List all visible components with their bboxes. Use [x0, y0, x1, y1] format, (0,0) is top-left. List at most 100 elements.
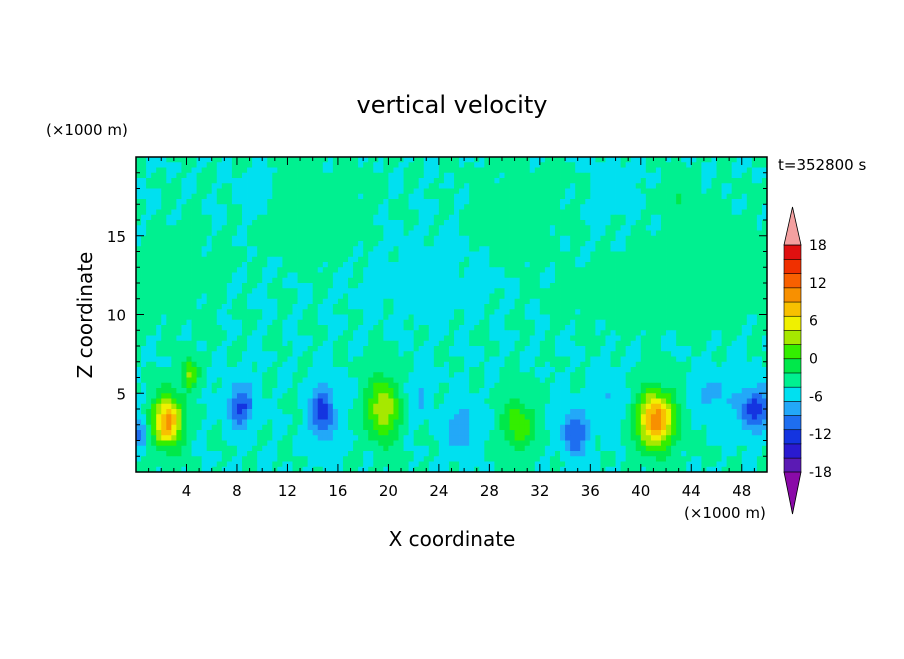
- heatmap-cell: [231, 304, 238, 310]
- heatmap-cell: [666, 330, 672, 336]
- heatmap-cell: [322, 298, 329, 305]
- heatmap-cell: [171, 335, 177, 342]
- heatmap-cell: [378, 267, 384, 273]
- heatmap-cell: [206, 356, 213, 363]
- heatmap-cell: [282, 178, 288, 184]
- heatmap-cell: [676, 235, 682, 242]
- heatmap-cell: [423, 293, 430, 300]
- heatmap-cell: [635, 204, 642, 210]
- heatmap-cell: [428, 178, 435, 184]
- heatmap-cell: [691, 272, 697, 279]
- heatmap-cell: [302, 199, 309, 205]
- heatmap-cell: [302, 319, 309, 326]
- heatmap-cell: [681, 351, 687, 357]
- heatmap-cell: [741, 351, 748, 357]
- heatmap-cell: [438, 309, 445, 315]
- heatmap-cell: [731, 157, 738, 163]
- heatmap-cell: [590, 319, 596, 326]
- heatmap-cell: [489, 293, 495, 300]
- heatmap-cell: [186, 188, 192, 195]
- heatmap-cell: [696, 298, 702, 305]
- heatmap-cell: [171, 272, 177, 279]
- heatmap-cell: [645, 167, 652, 174]
- heatmap-cell: [252, 335, 258, 342]
- heatmap-cell: [696, 356, 702, 363]
- heatmap-cell: [549, 188, 556, 195]
- heatmap-cell: [272, 356, 278, 363]
- heatmap-cell: [418, 351, 425, 357]
- heatmap-cell: [206, 330, 213, 336]
- heatmap-cell: [368, 220, 374, 226]
- heatmap-cell: [630, 288, 637, 294]
- heatmap-cell: [721, 178, 728, 184]
- heatmap-cell: [469, 325, 475, 331]
- heatmap-cell: [605, 241, 611, 247]
- heatmap-cell: [529, 225, 536, 231]
- heatmap-cell: [252, 293, 258, 300]
- heatmap-cell: [585, 230, 591, 237]
- heatmap-cell: [166, 262, 172, 268]
- heatmap-cell: [534, 298, 541, 305]
- heatmap-cell: [494, 251, 500, 258]
- heatmap-cell: [428, 288, 435, 294]
- heatmap-cell: [236, 325, 243, 331]
- heatmap-cell: [701, 220, 707, 226]
- heatmap-cell: [257, 325, 263, 331]
- heatmap-cell: [378, 225, 384, 231]
- heatmap-cell: [393, 256, 399, 263]
- heatmap-cell: [731, 262, 738, 268]
- heatmap-cell: [625, 288, 632, 294]
- heatmap-cell: [277, 277, 283, 284]
- heatmap-cell: [292, 262, 298, 268]
- heatmap-cell: [186, 209, 192, 216]
- heatmap-cell: [751, 241, 758, 247]
- heatmap-cell: [595, 199, 601, 205]
- heatmap-cell: [484, 351, 490, 357]
- heatmap-cell: [756, 309, 763, 315]
- heatmap-cell: [560, 199, 566, 205]
- heatmap-cell: [580, 251, 586, 258]
- heatmap-cell: [191, 162, 197, 168]
- heatmap-cell: [348, 204, 354, 210]
- heatmap-cell: [348, 209, 354, 216]
- heatmap-cell: [716, 157, 722, 163]
- heatmap-cell: [383, 304, 389, 310]
- heatmap-cell: [726, 241, 733, 247]
- heatmap-cell: [721, 209, 728, 216]
- heatmap-cell: [544, 209, 551, 216]
- heatmap-cell: [226, 293, 233, 300]
- heatmap-cell: [539, 178, 546, 184]
- heatmap-cell: [751, 293, 758, 300]
- heatmap-cell: [701, 277, 707, 284]
- heatmap-cell: [353, 335, 359, 342]
- heatmap-cell: [524, 188, 531, 195]
- heatmap-cell: [741, 235, 748, 242]
- heatmap-cell: [151, 246, 157, 252]
- heatmap-cell: [206, 256, 213, 263]
- heatmap-cell: [464, 235, 470, 242]
- heatmap-cell: [388, 325, 394, 331]
- heatmap-cell: [509, 183, 515, 189]
- heatmap-cell: [519, 298, 526, 305]
- heatmap-cell: [464, 230, 470, 237]
- heatmap-cell: [226, 351, 233, 357]
- heatmap-cell: [560, 277, 566, 284]
- heatmap-cell: [721, 256, 728, 263]
- heatmap-cell: [247, 204, 253, 210]
- heatmap-cell: [514, 340, 521, 347]
- heatmap-cell: [671, 351, 677, 357]
- heatmap-cell: [327, 325, 334, 331]
- heatmap-cell: [620, 172, 627, 179]
- heatmap-cell: [267, 314, 273, 321]
- heatmap-cell: [676, 272, 682, 279]
- heatmap-cell: [474, 251, 480, 258]
- heatmap-cell: [676, 230, 682, 237]
- heatmap-cell: [242, 293, 248, 300]
- heatmap-cell: [575, 235, 581, 242]
- heatmap-cell: [590, 178, 596, 184]
- heatmap-cell: [141, 183, 147, 189]
- heatmap-cell: [479, 235, 485, 242]
- heatmap-cell: [231, 162, 238, 168]
- heatmap-cell: [413, 283, 420, 289]
- heatmap-cell: [418, 262, 425, 268]
